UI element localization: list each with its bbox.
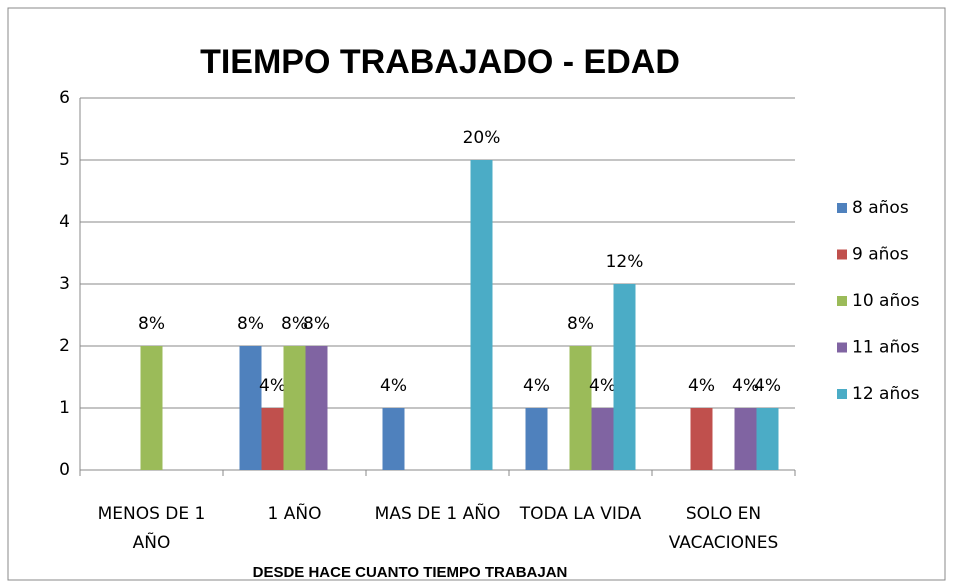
y-tick-label: 6 [59, 88, 70, 108]
data-label: 4% [589, 376, 616, 396]
legend-label: 11 años [852, 338, 920, 358]
data-label: 4% [523, 376, 550, 396]
data-label: 8% [281, 314, 308, 334]
bar [525, 408, 548, 470]
data-label: 4% [380, 376, 407, 396]
legend-swatch [837, 389, 847, 399]
data-label: 20% [463, 128, 501, 148]
legend-label: 9 años [852, 245, 909, 265]
data-label: 8% [237, 314, 264, 334]
data-label: 12% [606, 252, 644, 272]
legend-swatch [837, 203, 847, 213]
x-tick-label: TODA LA VIDA [519, 504, 642, 524]
y-tick-label: 1 [59, 398, 70, 418]
data-label: 4% [754, 376, 781, 396]
bar [305, 346, 328, 470]
data-label: 8% [303, 314, 330, 334]
bar [734, 408, 757, 470]
legend-swatch [837, 342, 847, 353]
legend-label: 12 años [852, 384, 920, 404]
chart-title: TIEMPO TRABAJADO - EDAD [200, 43, 680, 81]
bar [591, 408, 614, 470]
bar [613, 284, 636, 470]
x-axis-title: DESDE HACE CUANTO TIEMPO TRABAJAN [253, 564, 568, 581]
x-tick-label: 1 AÑO [267, 504, 322, 524]
bar [261, 408, 284, 470]
legend-label: 8 años [852, 198, 909, 218]
bar [382, 408, 405, 470]
x-tick-label: MAS DE 1 AÑO [374, 504, 501, 524]
legend-swatch [837, 296, 847, 306]
bar [140, 346, 163, 470]
y-tick-label: 5 [59, 150, 70, 170]
data-label: 4% [688, 376, 715, 396]
bar [569, 346, 592, 470]
bar [239, 346, 262, 470]
data-label: 8% [567, 314, 594, 334]
x-tick-label: SOLO EN VACACIONES [668, 504, 779, 553]
y-tick-label: 3 [59, 274, 70, 294]
data-label: 8% [138, 314, 165, 334]
legend-swatch [837, 249, 847, 260]
bar [470, 160, 493, 470]
legend-label: 10 años [852, 291, 920, 311]
data-label: 4% [732, 376, 759, 396]
bar [756, 408, 779, 470]
x-tick-label: MENOS DE 1 AÑO [97, 504, 206, 553]
bar [690, 408, 713, 470]
bar [283, 346, 306, 470]
y-tick-label: 2 [59, 336, 70, 356]
y-tick-label: 4 [59, 212, 70, 232]
y-tick-label: 0 [59, 460, 70, 480]
data-label: 4% [259, 376, 286, 396]
